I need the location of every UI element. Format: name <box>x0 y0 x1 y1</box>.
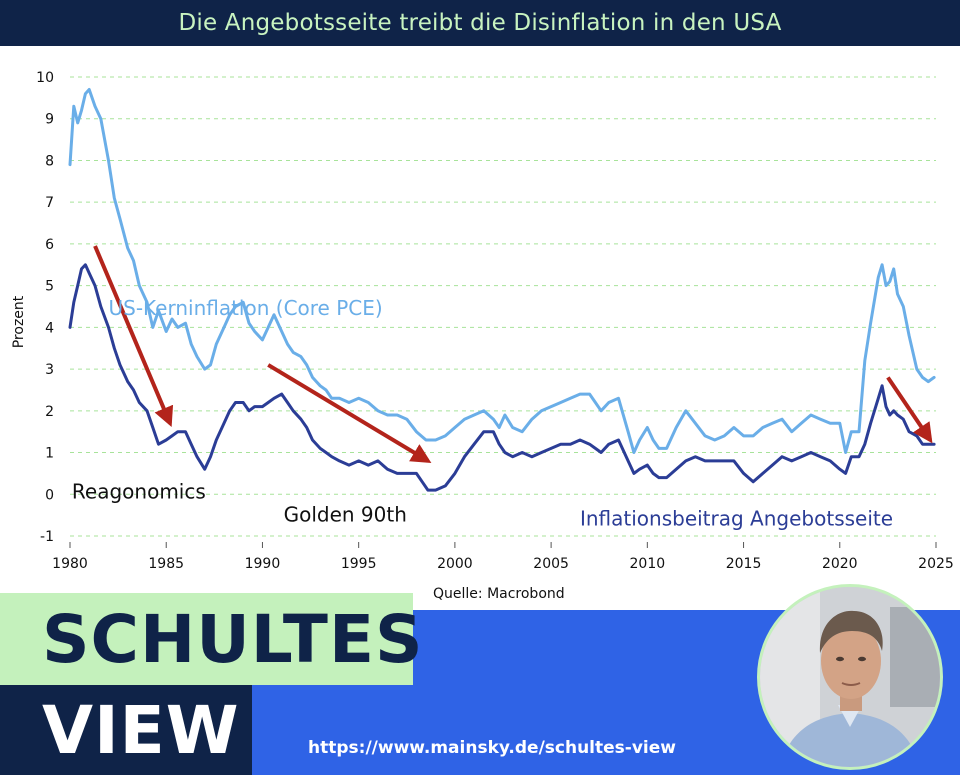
x-tick-label: 2005 <box>533 556 569 572</box>
portrait-image <box>760 587 940 767</box>
trend-arrow <box>267 363 432 463</box>
x-tick-label: 2020 <box>822 556 858 572</box>
x-tick-label: 2010 <box>630 556 666 572</box>
series-lines <box>68 88 936 492</box>
author-photo <box>757 584 943 770</box>
chart-title: Die Angebotsseite treibt die Disinflatio… <box>178 10 782 36</box>
trend-arrows <box>93 245 933 463</box>
y-tick-label: -1 <box>40 529 54 545</box>
x-tick-label: 1995 <box>341 556 377 572</box>
annotation-label: US-Kerninflation (Core PCE) <box>108 296 382 320</box>
y-tick-label: 0 <box>45 487 54 503</box>
series-line-core-pce <box>68 88 936 454</box>
source-note: Quelle: Macrobond <box>433 586 565 602</box>
y-tick-label: 7 <box>45 195 54 211</box>
x-tick-label: 1985 <box>148 556 184 572</box>
y-tick-label: 4 <box>45 320 54 336</box>
y-axis-label: Prozent <box>11 295 27 348</box>
annotation-label: Reagonomics <box>72 479 206 503</box>
y-tick-label: 10 <box>36 70 54 86</box>
annotation-label: Inflationsbeitrag Angebotsseite <box>580 507 893 531</box>
y-tick-label: 3 <box>45 362 54 378</box>
brand-name-line2: VIEW <box>42 691 240 769</box>
brand-box-bottom: VIEW <box>0 685 252 775</box>
y-tick-label: 1 <box>45 446 54 462</box>
annotation-label: Golden 90th <box>284 502 407 526</box>
series-line-supply-side <box>68 263 936 492</box>
title-bar: Die Angebotsseite treibt die Disinflatio… <box>0 0 960 46</box>
website-link[interactable]: https://www.mainsky.de/schultes-view <box>308 738 676 758</box>
trend-arrow <box>886 376 933 444</box>
x-tick-label: 1990 <box>245 556 281 572</box>
y-tick-label: 6 <box>45 237 54 253</box>
trend-arrow <box>93 245 174 428</box>
x-tick-label: 2015 <box>726 556 762 572</box>
y-tick-label: 2 <box>45 404 54 420</box>
y-tick-label: 9 <box>45 112 54 128</box>
grid-lines <box>70 76 936 537</box>
brand-box-top: SCHULTES <box>0 593 423 685</box>
x-tick-label: 2000 <box>437 556 473 572</box>
chart-annotations: US-Kerninflation (Core PCE) Reagonomics Go… <box>72 296 893 531</box>
brand-name-line1: SCHULTES <box>42 600 424 678</box>
x-axis-ticks: 1980 1985 1990 1995 2000 2005 2010 2015 2020 2025 <box>52 542 954 572</box>
y-tick-label: 8 <box>45 153 54 169</box>
x-tick-label: 2025 <box>918 556 954 572</box>
y-tick-label: 5 <box>45 279 54 295</box>
x-tick-label: 1980 <box>52 556 88 572</box>
